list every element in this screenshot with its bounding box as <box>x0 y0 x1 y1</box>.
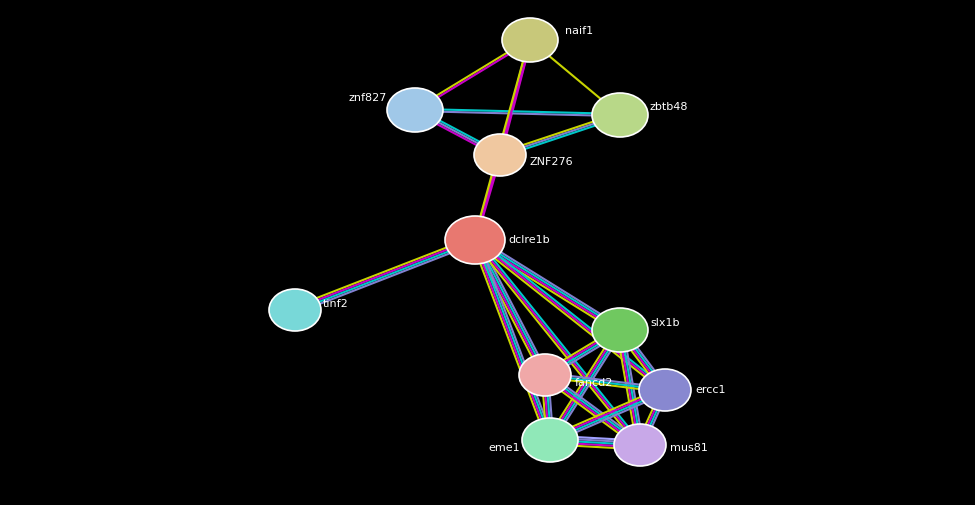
Ellipse shape <box>592 93 648 137</box>
Ellipse shape <box>502 18 558 62</box>
Ellipse shape <box>269 289 321 331</box>
Ellipse shape <box>445 216 505 264</box>
Ellipse shape <box>614 424 666 466</box>
Text: ercc1: ercc1 <box>695 385 725 395</box>
Text: slx1b: slx1b <box>650 318 680 328</box>
Ellipse shape <box>639 369 691 411</box>
Text: mus81: mus81 <box>670 443 708 453</box>
Ellipse shape <box>387 88 443 132</box>
Ellipse shape <box>522 418 578 462</box>
Ellipse shape <box>474 134 526 176</box>
Text: znf827: znf827 <box>349 93 387 103</box>
Ellipse shape <box>592 308 648 352</box>
Text: tinf2: tinf2 <box>323 299 349 309</box>
Text: dclre1b: dclre1b <box>508 235 550 245</box>
Text: eme1: eme1 <box>488 443 520 453</box>
Text: fancd2: fancd2 <box>575 378 613 388</box>
Text: zbtb48: zbtb48 <box>650 102 688 112</box>
Text: naif1: naif1 <box>565 26 593 36</box>
Ellipse shape <box>519 354 571 396</box>
Text: ZNF276: ZNF276 <box>530 157 573 167</box>
